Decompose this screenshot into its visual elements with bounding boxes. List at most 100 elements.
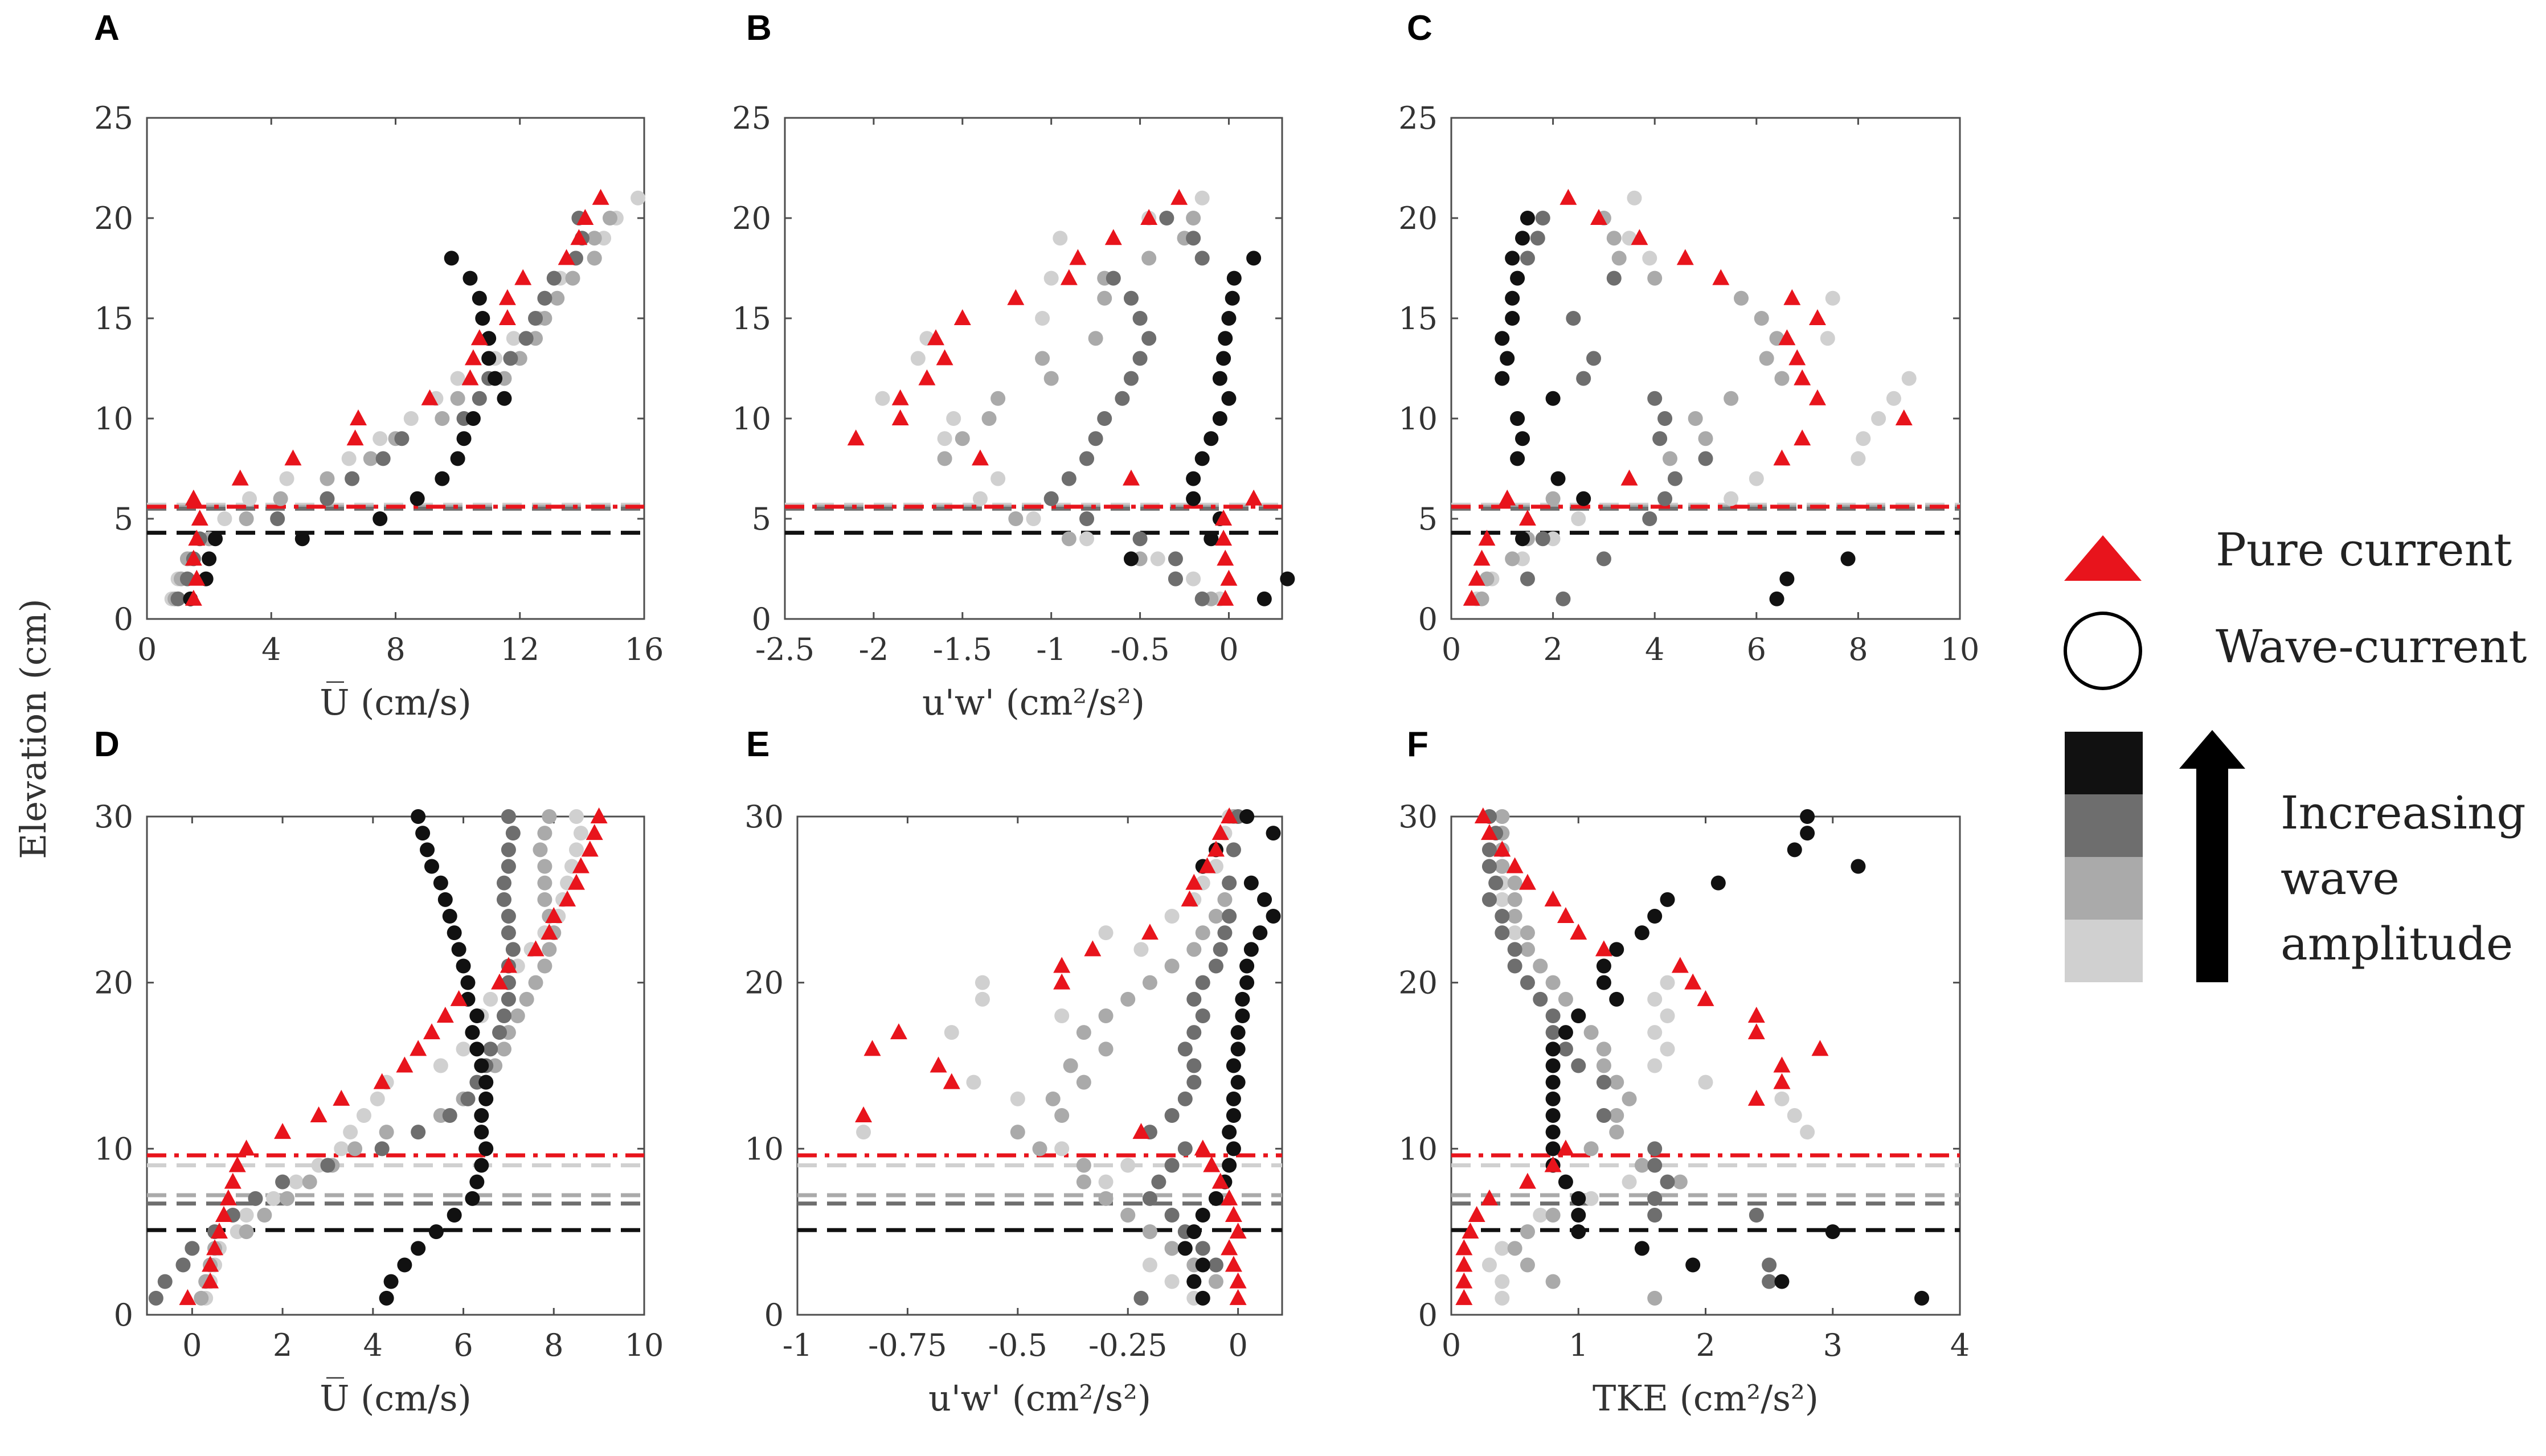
data-point-w4 bbox=[1257, 892, 1272, 907]
data-point-w2 bbox=[1061, 531, 1076, 547]
data-point-w2 bbox=[1008, 511, 1024, 526]
data-point-w2 bbox=[239, 511, 254, 526]
data-point-w4 bbox=[1204, 531, 1219, 547]
data-point-w1 bbox=[1545, 531, 1561, 547]
data-point-w1 bbox=[975, 975, 990, 990]
x-tick-label: 8 bbox=[386, 631, 405, 667]
y-axis-title: Elevation (cm) bbox=[13, 598, 54, 859]
data-point-w3 bbox=[1159, 211, 1174, 225]
data-point-w4 bbox=[397, 1257, 412, 1273]
data-point-w2 bbox=[1558, 991, 1573, 1007]
data-point-w4 bbox=[1545, 1108, 1561, 1123]
data-point-pure bbox=[1462, 1223, 1479, 1239]
data-point-w4 bbox=[1195, 1208, 1210, 1223]
data-point-pure bbox=[1697, 990, 1714, 1006]
data-point-pure bbox=[228, 1156, 246, 1172]
data-point-w2 bbox=[1698, 431, 1713, 446]
data-point-pure bbox=[1207, 840, 1225, 857]
data-point-w3 bbox=[492, 1025, 507, 1040]
data-point-w2 bbox=[1606, 231, 1622, 246]
data-point-w3 bbox=[1123, 371, 1139, 386]
data-point-pure bbox=[498, 289, 516, 305]
data-point-pure bbox=[421, 389, 439, 405]
data-point-w3 bbox=[320, 1158, 335, 1173]
data-point-pure bbox=[1181, 890, 1198, 907]
data-point-w4 bbox=[469, 1008, 485, 1023]
data-point-w2 bbox=[1076, 1074, 1091, 1090]
data-point-w4 bbox=[435, 471, 450, 486]
data-point-w2 bbox=[496, 1041, 511, 1057]
data-point-pure bbox=[191, 510, 208, 526]
x-tick-label: 1 bbox=[1569, 1327, 1588, 1363]
data-point-w2 bbox=[1520, 1224, 1535, 1240]
data-point-pure bbox=[210, 1223, 228, 1239]
data-point-w4 bbox=[1216, 351, 1231, 366]
data-point-w4 bbox=[450, 451, 465, 466]
data-point-w4 bbox=[474, 1058, 489, 1073]
y-tick-label: 25 bbox=[94, 100, 133, 136]
data-point-w1 bbox=[1164, 909, 1180, 924]
data-point-w4 bbox=[451, 942, 466, 957]
data-point-pure bbox=[1203, 1156, 1221, 1172]
data-point-pure bbox=[1631, 229, 1648, 245]
data-point-w3 bbox=[505, 826, 521, 841]
data-point-w3 bbox=[1195, 1241, 1210, 1256]
data-point-w1 bbox=[1800, 1125, 1815, 1140]
data-point-pure bbox=[188, 530, 206, 546]
data-point-w1 bbox=[433, 1058, 448, 1073]
data-point-w2 bbox=[1520, 925, 1535, 941]
data-point-w3 bbox=[1520, 571, 1535, 586]
data-point-w2 bbox=[602, 211, 617, 225]
data-point-w4 bbox=[1256, 591, 1272, 606]
data-point-w2 bbox=[1662, 451, 1677, 466]
data-point-pure bbox=[1684, 973, 1702, 990]
data-point-pure bbox=[1478, 530, 1496, 546]
data-point-w4 bbox=[1212, 371, 1227, 386]
data-point-pure bbox=[202, 1256, 219, 1272]
data-point-w2 bbox=[1609, 1074, 1624, 1090]
legend-pure-current-label: Pure current bbox=[2216, 523, 2512, 576]
data-point-w2 bbox=[1759, 351, 1774, 366]
data-point-w3 bbox=[1186, 1074, 1202, 1090]
data-point-w2 bbox=[1098, 1191, 1114, 1206]
data-point-w3 bbox=[1164, 1108, 1180, 1123]
data-point-pure bbox=[179, 1289, 197, 1305]
data-point-w1 bbox=[1010, 1091, 1025, 1106]
data-point-w4 bbox=[373, 511, 388, 526]
data-point-pure bbox=[1221, 1189, 1238, 1205]
data-point-w3 bbox=[1647, 1191, 1663, 1206]
data-point-w3 bbox=[345, 471, 360, 486]
data-point-w1 bbox=[1495, 1274, 1510, 1289]
data-point-pure bbox=[863, 1040, 881, 1056]
data-point-w2 bbox=[1164, 1241, 1180, 1256]
data-point-pure bbox=[1194, 1139, 1211, 1156]
data-point-w3 bbox=[374, 1141, 390, 1156]
data-point-w3 bbox=[442, 1108, 457, 1123]
x-tick-label: 0 bbox=[1442, 631, 1461, 667]
data-point-w1 bbox=[1026, 511, 1041, 526]
data-point-w3 bbox=[1507, 958, 1522, 974]
data-point-w2 bbox=[1647, 270, 1663, 286]
data-point-pure bbox=[219, 1189, 237, 1205]
data-point-pure bbox=[1518, 510, 1536, 526]
data-point-pure bbox=[1794, 429, 1811, 446]
data-point-pure bbox=[891, 389, 909, 405]
data-point-w2 bbox=[1622, 1091, 1637, 1106]
data-point-w4 bbox=[1123, 551, 1139, 567]
data-point-w3 bbox=[1576, 371, 1591, 386]
x-axis-title: u'w' (cm²/s²) bbox=[922, 682, 1145, 723]
data-point-pure bbox=[936, 349, 953, 366]
data-point-w4 bbox=[1204, 431, 1219, 446]
data-point-pure bbox=[185, 549, 202, 566]
x-axis-title: TKE (cm²/s²) bbox=[1593, 1377, 1819, 1419]
data-point-w3 bbox=[1657, 411, 1673, 426]
data-point-w2 bbox=[587, 251, 602, 266]
data-point-w4 bbox=[444, 251, 459, 266]
data-point-w2 bbox=[1533, 958, 1548, 974]
data-point-w1 bbox=[242, 491, 257, 506]
data-point-w4 bbox=[433, 875, 448, 891]
data-point-w3 bbox=[1596, 551, 1611, 567]
data-point-w4 bbox=[1177, 1241, 1193, 1256]
data-point-pure bbox=[1215, 530, 1233, 546]
data-point-pure bbox=[1808, 389, 1826, 405]
